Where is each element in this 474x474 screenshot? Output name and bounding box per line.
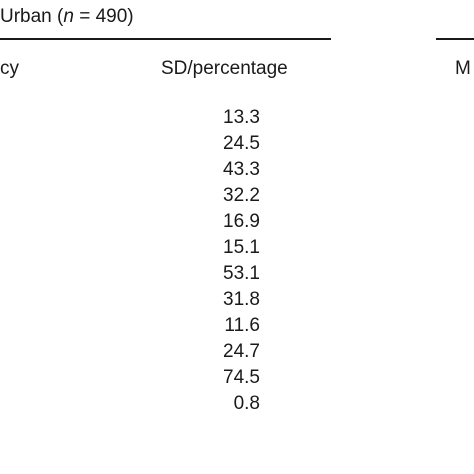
n-value: 490 bbox=[95, 6, 128, 27]
table-cell-sd-percentage: 16.9 bbox=[223, 211, 260, 232]
table-cell-sd-percentage: 13.3 bbox=[223, 107, 260, 128]
column-header-sd-percentage: SD/percentage bbox=[161, 58, 288, 79]
table-cell-sd-percentage: 53.1 bbox=[223, 263, 260, 284]
n-symbol: n bbox=[63, 6, 74, 27]
table-cell-sd-percentage: 43.3 bbox=[223, 159, 260, 180]
group-header-suffix: ) bbox=[127, 6, 134, 27]
table-cell-sd-percentage: 24.5 bbox=[223, 133, 260, 154]
table-cell-sd-percentage: 24.7 bbox=[223, 341, 260, 362]
urban-group-rule bbox=[0, 38, 331, 40]
column-header-next-group: M bbox=[455, 58, 471, 79]
column-header-frequency: cy bbox=[0, 58, 19, 79]
next-group-rule bbox=[436, 38, 474, 40]
table-cell-sd-percentage: 15.1 bbox=[223, 237, 260, 258]
equals-sign: = bbox=[73, 6, 96, 27]
table-cell-sd-percentage: 31.8 bbox=[223, 289, 260, 310]
table-cell-sd-percentage: 0.8 bbox=[233, 393, 260, 414]
group-header-prefix: Urban ( bbox=[0, 6, 64, 27]
group-header-urban: Urban (n = 490) bbox=[0, 6, 134, 28]
sd-percentage-column: 13.3 24.5 43.3 32.2 16.9 15.1 53.1 31.8 … bbox=[150, 105, 260, 417]
table-cell-sd-percentage: 74.5 bbox=[223, 367, 260, 388]
table-cell-sd-percentage: 32.2 bbox=[223, 185, 260, 206]
table-cell-sd-percentage: 11.6 bbox=[224, 315, 260, 336]
